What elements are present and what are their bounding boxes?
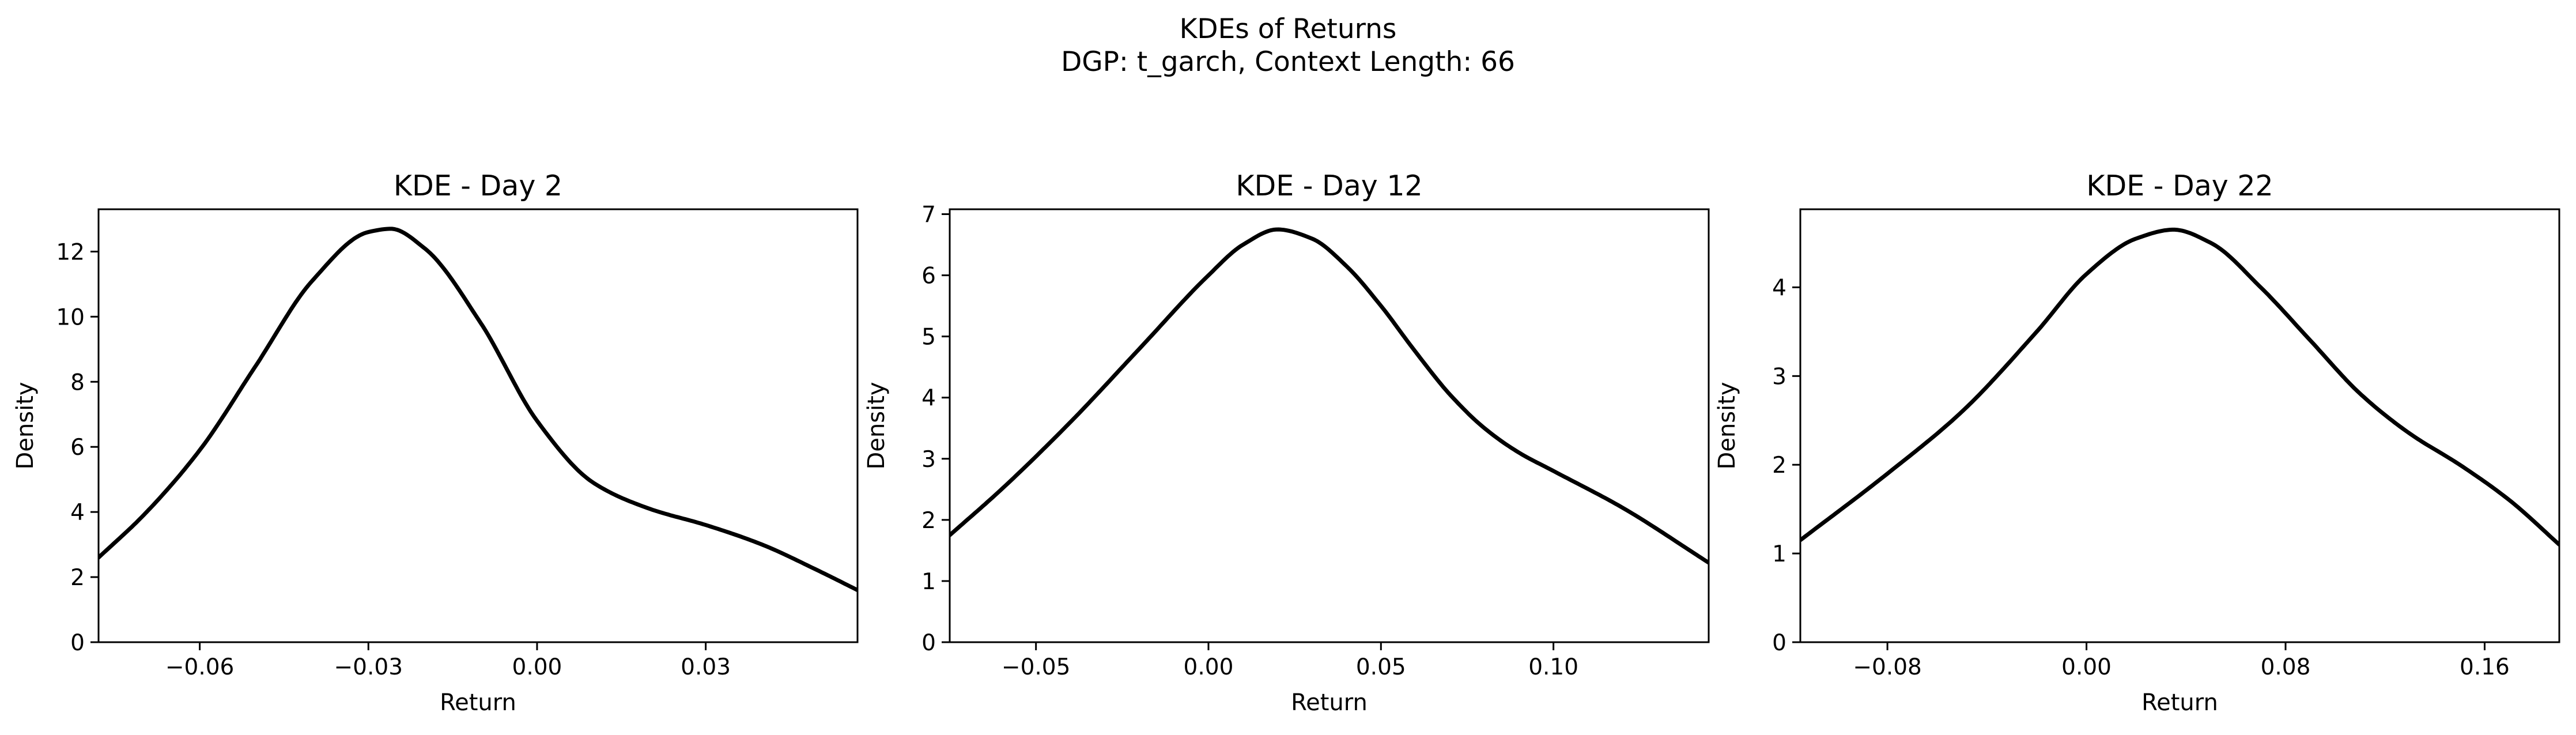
y-tick-label: 0 (70, 630, 85, 656)
y-axis-label: Density (1714, 382, 1740, 469)
axes-frame (97, 208, 859, 643)
x-tick-label: 0.00 (2061, 654, 2112, 680)
x-tick-label: −0.06 (165, 654, 235, 680)
figure-suptitle-line2: DGP: t_garch, Context Length: 66 (1061, 46, 1515, 78)
y-tick-label: 3 (921, 447, 936, 473)
y-axis-label: Density (863, 382, 890, 469)
x-tick-label: 0.10 (1528, 654, 1578, 680)
kde-line-series-1 (1800, 227, 2559, 547)
x-tick-label: 0.08 (2261, 654, 2311, 680)
y-tick-label: 6 (70, 435, 85, 461)
y-tick-label: 12 (56, 239, 85, 265)
x-tick-label: −0.03 (334, 654, 403, 680)
y-tick-label: 0 (921, 630, 936, 656)
x-tick-label: 0.00 (1184, 654, 1234, 680)
y-tick-label: 2 (70, 565, 85, 591)
subplot-title: KDE - Day 12 (1236, 169, 1422, 202)
y-tick-label: 3 (1772, 364, 1786, 390)
axes-frame (949, 208, 1710, 643)
x-tick-label: −0.05 (1002, 654, 1071, 680)
y-tick-label: 4 (921, 386, 936, 412)
y-axis-label: Density (12, 382, 39, 469)
y-tick-label: 1 (1772, 541, 1786, 567)
y-tick-label: 7 (921, 202, 936, 228)
subplot-title: KDE - Day 22 (2086, 169, 2273, 202)
x-axis-label: Return (440, 689, 516, 716)
subplot-3: KDE - Day 22 −0.08 0.00 0.08 0.16 0 1 2 3 4 Return… (1714, 169, 2560, 716)
y-tick-label: 8 (70, 370, 85, 395)
y-tick-label: 6 (921, 263, 936, 289)
x-axis-label: Return (1291, 689, 1368, 716)
y-tick-label: 4 (70, 500, 85, 526)
y-tick-label: 2 (1772, 453, 1786, 478)
x-tick-label: 0.03 (681, 654, 731, 680)
y-tick-label: 0 (1772, 630, 1786, 656)
x-tick-label: 0.16 (2460, 654, 2510, 680)
axes-frame (1799, 208, 2560, 643)
kde-line-series-1 (99, 227, 858, 593)
kde-line-series-1 (950, 227, 1709, 565)
y-tick-label: 10 (56, 304, 85, 330)
x-tick-label: −0.08 (1853, 654, 1922, 680)
x-tick-label: 0.05 (1356, 654, 1406, 680)
subplot-title: KDE - Day 2 (394, 169, 562, 202)
subplots: KDE - Day 2−0.06 −0.03 0.00 0.03024681012Re… (12, 169, 2560, 716)
x-axis-label: Return (2141, 689, 2218, 716)
y-tick-label: 2 (921, 508, 936, 534)
x-tick-label: 0.00 (512, 654, 562, 680)
y-tick-label: 1 (921, 569, 936, 595)
y-tick-label: 4 (1772, 275, 1786, 301)
subplot-1: KDE - Day 2 −0.06 −0.03 0.00 0.03 0 2 4 6 8 10 12 Re… (12, 169, 859, 716)
y-tick-label: 5 (921, 325, 936, 350)
subplot-2: KDE - Day 12 −0.05 0.00 0.05 0.10 0 1 2 3 4 5 6 7 Ret… (863, 169, 1710, 716)
figure-suptitle-line1: KDEs of Returns (1180, 13, 1397, 45)
